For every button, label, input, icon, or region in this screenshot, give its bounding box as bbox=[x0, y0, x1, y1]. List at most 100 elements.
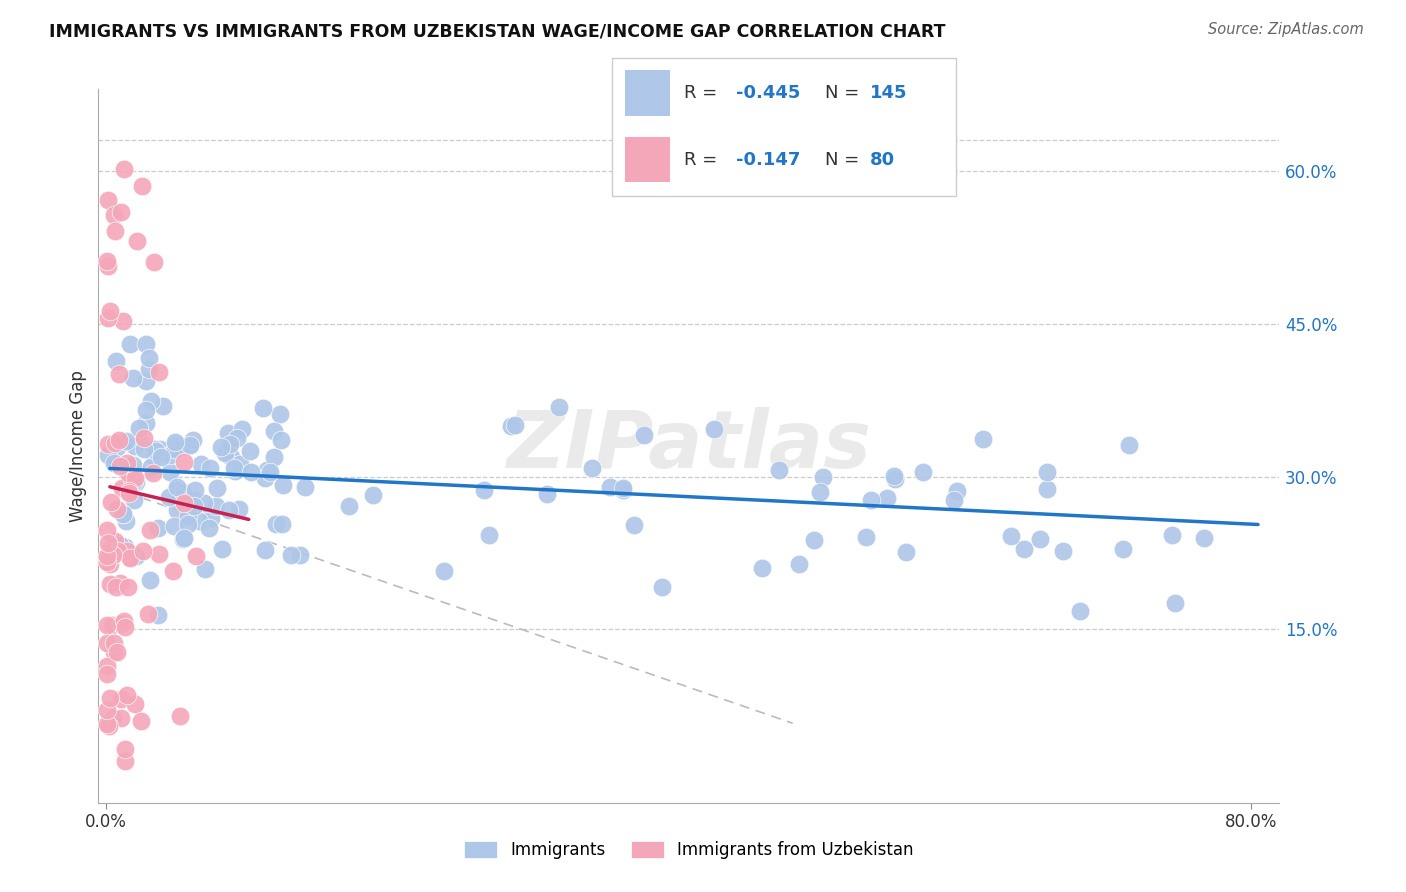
Point bbox=[1035, 482, 1057, 496]
Point bbox=[96, 617, 118, 632]
Point bbox=[183, 500, 205, 514]
Point bbox=[1052, 544, 1074, 558]
Point bbox=[811, 470, 834, 484]
Point bbox=[219, 437, 242, 451]
Point bbox=[271, 517, 294, 532]
Point bbox=[122, 492, 145, 507]
Point bbox=[183, 493, 205, 508]
Point bbox=[131, 714, 153, 728]
Point bbox=[159, 448, 181, 462]
Point bbox=[143, 255, 166, 269]
Point bbox=[1118, 437, 1140, 451]
Point bbox=[120, 337, 142, 351]
Point bbox=[125, 234, 148, 248]
Point bbox=[132, 544, 155, 558]
Point bbox=[124, 439, 146, 453]
FancyBboxPatch shape bbox=[612, 58, 956, 196]
Point bbox=[105, 353, 128, 368]
Point bbox=[179, 438, 201, 452]
Point bbox=[946, 483, 969, 498]
Point bbox=[105, 502, 128, 516]
Point bbox=[110, 616, 132, 631]
Point bbox=[148, 521, 170, 535]
Point bbox=[115, 688, 138, 702]
Point bbox=[633, 428, 655, 442]
Point bbox=[173, 454, 195, 468]
Point bbox=[104, 224, 127, 238]
Point bbox=[162, 564, 184, 578]
Point bbox=[623, 517, 645, 532]
Point bbox=[100, 495, 122, 509]
Point bbox=[165, 435, 187, 450]
Point bbox=[894, 545, 917, 559]
Point bbox=[751, 561, 773, 575]
Point bbox=[131, 179, 153, 194]
Point bbox=[115, 456, 138, 470]
Point bbox=[103, 208, 125, 222]
Point bbox=[1160, 528, 1182, 542]
Point bbox=[214, 446, 236, 460]
Point bbox=[148, 608, 170, 623]
Point bbox=[184, 549, 207, 563]
Point bbox=[96, 549, 118, 563]
Legend: Immigrants, Immigrants from Uzbekistan: Immigrants, Immigrants from Uzbekistan bbox=[457, 834, 921, 866]
Point bbox=[599, 480, 621, 494]
Point bbox=[883, 469, 905, 483]
Point bbox=[124, 471, 146, 485]
Text: N =: N = bbox=[825, 84, 865, 103]
Point bbox=[122, 474, 145, 488]
Point bbox=[105, 645, 128, 659]
Point bbox=[254, 542, 277, 557]
Point bbox=[96, 666, 118, 681]
Point bbox=[121, 472, 143, 486]
Point bbox=[240, 465, 263, 479]
Point bbox=[122, 371, 145, 385]
Point bbox=[228, 502, 250, 516]
Point bbox=[112, 507, 135, 521]
Point bbox=[135, 417, 157, 431]
Point bbox=[433, 564, 456, 578]
Text: IMMIGRANTS VS IMMIGRANTS FROM UZBEKISTAN WAGE/INCOME GAP CORRELATION CHART: IMMIGRANTS VS IMMIGRANTS FROM UZBEKISTAN… bbox=[49, 22, 946, 40]
Y-axis label: Wage/Income Gap: Wage/Income Gap bbox=[69, 370, 87, 522]
Point bbox=[184, 483, 207, 498]
Point bbox=[112, 614, 135, 628]
Point bbox=[98, 304, 121, 318]
Point bbox=[229, 457, 252, 471]
Text: Source: ZipAtlas.com: Source: ZipAtlas.com bbox=[1208, 22, 1364, 37]
Point bbox=[105, 440, 128, 454]
Point bbox=[132, 442, 155, 456]
Point bbox=[97, 437, 120, 451]
Point bbox=[115, 544, 138, 558]
Point bbox=[108, 538, 131, 552]
Text: -0.445: -0.445 bbox=[735, 84, 800, 103]
Point bbox=[1028, 532, 1050, 546]
Point bbox=[120, 549, 142, 564]
Point bbox=[163, 519, 186, 533]
Point bbox=[112, 507, 135, 521]
Point bbox=[97, 193, 120, 207]
Point bbox=[108, 576, 131, 591]
Point bbox=[166, 503, 188, 517]
Point bbox=[294, 480, 316, 494]
Point bbox=[157, 490, 180, 504]
Point bbox=[499, 419, 522, 434]
Point bbox=[122, 458, 145, 472]
Point bbox=[97, 311, 120, 326]
Point bbox=[98, 547, 121, 561]
Point bbox=[1192, 532, 1215, 546]
Point bbox=[152, 399, 174, 413]
Point bbox=[115, 515, 138, 529]
Point bbox=[1000, 529, 1022, 543]
Point bbox=[273, 477, 295, 491]
Point bbox=[225, 431, 247, 445]
Point bbox=[219, 450, 242, 464]
Text: R =: R = bbox=[683, 151, 723, 169]
Point bbox=[884, 472, 907, 486]
Point bbox=[114, 540, 136, 554]
Point bbox=[264, 517, 287, 532]
Point bbox=[111, 481, 134, 495]
Point bbox=[1112, 541, 1135, 556]
Point bbox=[1012, 541, 1035, 556]
Point bbox=[141, 394, 163, 409]
Point bbox=[505, 417, 527, 432]
